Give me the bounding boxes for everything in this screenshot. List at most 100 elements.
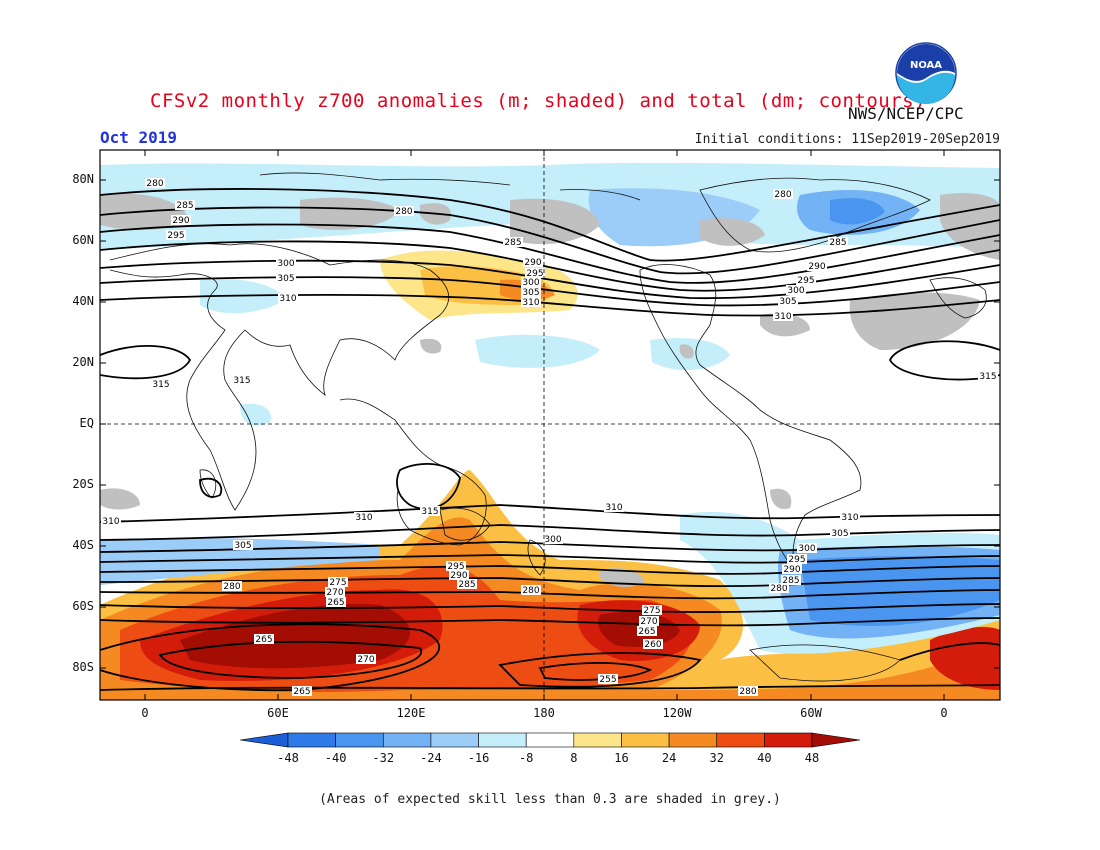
lat-label: 80S	[72, 660, 94, 674]
lat-label: 60S	[72, 599, 94, 613]
contour-label: 290	[782, 564, 802, 575]
height-contours	[100, 188, 1000, 692]
svg-text:270: 270	[357, 655, 374, 665]
colorbar	[239, 732, 861, 748]
colorbar-tick-label: -48	[277, 751, 299, 765]
colorbar-segment	[621, 732, 670, 748]
lat-label: 80N	[72, 172, 94, 186]
contour-label: 315	[978, 371, 998, 382]
colorbar-arrow-right	[811, 732, 861, 748]
svg-text:280: 280	[522, 586, 539, 596]
colorbar-segment	[764, 732, 813, 748]
contour-label: 290	[523, 257, 543, 268]
colorbar-tick-label: 24	[661, 751, 677, 765]
svg-text:295: 295	[447, 562, 464, 572]
contour-label: 290	[807, 261, 827, 272]
svg-text:280: 280	[770, 584, 787, 594]
coastlines	[109, 172, 987, 682]
svg-text:260: 260	[644, 640, 661, 650]
noaa-logo-icon: NOAA	[895, 42, 957, 104]
contour-label: 280	[394, 206, 414, 217]
agency-label: NWS/NCEP/CPC	[848, 104, 964, 123]
contour-label: 300	[521, 277, 541, 288]
colorbar-segment	[525, 732, 575, 748]
colorbar-segment	[573, 732, 622, 748]
svg-text:290: 290	[524, 258, 541, 268]
contour-label: 290	[449, 570, 469, 581]
skill-footnote: (Areas of expected skill less than 0.3 a…	[319, 792, 781, 807]
svg-text:305: 305	[831, 529, 848, 539]
contour-label: 310	[354, 512, 374, 523]
svg-text:265: 265	[293, 687, 310, 697]
svg-text:305: 305	[234, 541, 251, 551]
svg-text:310: 310	[522, 298, 539, 308]
colorbar-tick-label: -24	[420, 751, 442, 765]
contour-label: 310	[521, 297, 541, 308]
contour-label: 300	[276, 258, 296, 269]
contour-label: 280	[738, 686, 758, 697]
svg-text:300: 300	[544, 535, 561, 545]
axis-ticks	[100, 150, 1000, 700]
contour-label: 315	[232, 375, 252, 386]
contour-label: 280	[521, 585, 541, 596]
svg-text:310: 310	[279, 294, 296, 304]
svg-text:285: 285	[458, 580, 475, 590]
contour-label: 255	[598, 674, 618, 685]
colorbar-segment	[335, 732, 384, 748]
svg-text:290: 290	[808, 262, 825, 272]
svg-text:265: 265	[255, 635, 272, 645]
colorbar-segment	[668, 732, 718, 748]
svg-text:310: 310	[774, 312, 791, 322]
contour-label: 310	[101, 516, 121, 527]
contour-label: 310	[604, 502, 624, 513]
colorbar-arrow-left	[239, 732, 289, 748]
svg-text:280: 280	[774, 190, 791, 200]
lat-label: EQ	[79, 416, 94, 430]
colorbar-segment	[382, 732, 432, 748]
colorbar-tick-label: 40	[757, 751, 772, 765]
colorbar-tick-label: -40	[324, 751, 347, 765]
contour-label: 305	[233, 540, 253, 551]
contour-label: 305	[521, 287, 541, 298]
svg-text:305: 305	[779, 297, 796, 307]
svg-text:265: 265	[327, 598, 344, 608]
contour-label: 305	[778, 296, 798, 307]
contour-label: 285	[781, 575, 801, 586]
colorbar-tick-label: 48	[804, 751, 820, 765]
colorbar-tick-label: -32	[372, 751, 395, 765]
lon-label: 0	[940, 706, 948, 720]
colorbar-segment	[478, 732, 527, 748]
svg-text:285: 285	[176, 201, 193, 211]
lon-label: 120E	[396, 706, 426, 720]
svg-text:275: 275	[643, 606, 660, 616]
svg-text:310: 310	[355, 513, 372, 523]
contour-label: 285	[457, 579, 477, 590]
contour-label: 280	[145, 178, 165, 189]
svg-text:280: 280	[146, 179, 163, 189]
lat-label: 40N	[72, 294, 94, 308]
colorbar-segment	[287, 732, 336, 748]
lat-label: 40S	[72, 538, 94, 552]
svg-text:315: 315	[979, 372, 996, 382]
lon-label: 0	[141, 706, 149, 720]
contour-label: 270	[325, 587, 345, 598]
contour-label: 300	[543, 534, 563, 545]
contour-label: 265	[254, 634, 274, 645]
svg-text:300: 300	[798, 544, 815, 554]
contour-label: 270	[639, 616, 659, 627]
colorbar-tick-label: 8	[570, 751, 578, 765]
svg-text:305: 305	[522, 288, 539, 298]
lon-label: 180	[533, 706, 555, 720]
contour-label: 315	[420, 506, 440, 517]
contour-label: 305	[830, 528, 850, 539]
svg-text:315: 315	[152, 380, 169, 390]
lon-label: 120W	[662, 706, 692, 720]
svg-text:280: 280	[395, 207, 412, 217]
svg-text:270: 270	[640, 617, 657, 627]
svg-text:280: 280	[223, 582, 240, 592]
svg-text:280: 280	[739, 687, 756, 697]
colorbar-tick-label: -8	[518, 751, 534, 765]
contour-label: 265	[326, 597, 346, 608]
lat-label: 60N	[72, 233, 94, 247]
